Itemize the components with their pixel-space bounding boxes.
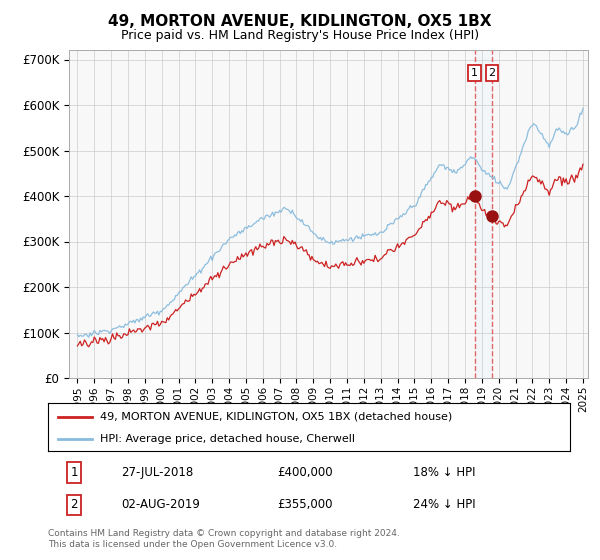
Text: £355,000: £355,000 xyxy=(278,498,333,511)
Text: 2: 2 xyxy=(488,68,496,78)
Text: 1: 1 xyxy=(70,466,78,479)
Text: 02-AUG-2019: 02-AUG-2019 xyxy=(121,498,200,511)
Text: 49, MORTON AVENUE, KIDLINGTON, OX5 1BX: 49, MORTON AVENUE, KIDLINGTON, OX5 1BX xyxy=(108,14,492,29)
Text: 27-JUL-2018: 27-JUL-2018 xyxy=(121,466,193,479)
Text: HPI: Average price, detached house, Cherwell: HPI: Average price, detached house, Cher… xyxy=(100,434,355,444)
Bar xyxy=(475,50,492,378)
Text: 2: 2 xyxy=(70,498,78,511)
Text: 1: 1 xyxy=(471,68,478,78)
Text: Price paid vs. HM Land Registry's House Price Index (HPI): Price paid vs. HM Land Registry's House … xyxy=(121,29,479,42)
Text: 49, MORTON AVENUE, KIDLINGTON, OX5 1BX (detached house): 49, MORTON AVENUE, KIDLINGTON, OX5 1BX (… xyxy=(100,412,452,422)
Text: £400,000: £400,000 xyxy=(278,466,334,479)
Text: 18% ↓ HPI: 18% ↓ HPI xyxy=(413,466,476,479)
Text: 24% ↓ HPI: 24% ↓ HPI xyxy=(413,498,476,511)
Text: Contains HM Land Registry data © Crown copyright and database right 2024.
This d: Contains HM Land Registry data © Crown c… xyxy=(48,529,400,549)
